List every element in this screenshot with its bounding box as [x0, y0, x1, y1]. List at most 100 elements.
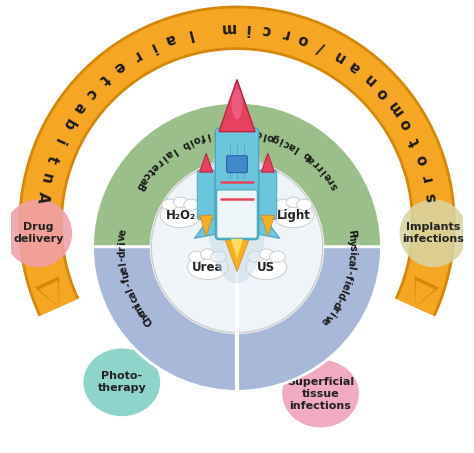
Text: a: a — [346, 259, 356, 266]
Polygon shape — [200, 153, 213, 172]
Text: i: i — [244, 20, 249, 36]
Text: a: a — [164, 148, 175, 160]
Text: e: e — [322, 170, 334, 182]
Text: a: a — [137, 175, 149, 186]
Text: m: m — [385, 97, 406, 119]
Ellipse shape — [211, 251, 227, 262]
Text: l: l — [293, 144, 301, 154]
Text: d: d — [335, 290, 347, 301]
Text: v: v — [117, 235, 128, 241]
Text: Photo-
therapy: Photo- therapy — [98, 371, 146, 393]
Text: s: s — [423, 192, 439, 202]
Text: t: t — [43, 154, 60, 165]
Ellipse shape — [259, 249, 273, 260]
Text: l: l — [345, 265, 356, 270]
Text: n: n — [330, 47, 347, 65]
Text: f: f — [199, 131, 206, 142]
Text: o: o — [265, 131, 275, 142]
Text: b: b — [180, 138, 191, 150]
Text: i: i — [147, 39, 158, 55]
Text: m: m — [215, 127, 227, 139]
Text: l: l — [262, 130, 267, 140]
Text: l: l — [185, 26, 193, 42]
Text: n: n — [37, 171, 55, 185]
Text: m: m — [133, 301, 146, 315]
Polygon shape — [415, 280, 435, 307]
Text: g: g — [271, 132, 281, 145]
Text: o: o — [296, 31, 311, 48]
Text: d: d — [330, 299, 343, 310]
Text: s: s — [347, 245, 357, 251]
Ellipse shape — [83, 348, 160, 416]
Text: c: c — [261, 22, 271, 38]
Text: i: i — [132, 299, 142, 308]
Text: d: d — [117, 250, 127, 258]
Text: r: r — [117, 246, 127, 251]
Ellipse shape — [246, 255, 287, 280]
Circle shape — [151, 161, 323, 333]
FancyBboxPatch shape — [215, 128, 259, 240]
Text: l: l — [170, 145, 178, 155]
FancyBboxPatch shape — [259, 170, 277, 219]
Text: f: f — [343, 274, 354, 280]
Text: i: i — [160, 153, 169, 163]
Text: r: r — [154, 156, 164, 167]
Ellipse shape — [4, 199, 72, 267]
Text: B: B — [243, 127, 251, 137]
Polygon shape — [35, 276, 59, 307]
Ellipse shape — [173, 197, 188, 207]
Text: b: b — [301, 149, 313, 162]
Text: Implants
infections: Implants infections — [402, 222, 465, 244]
Text: r: r — [328, 304, 339, 313]
Text: US: US — [257, 260, 275, 274]
FancyBboxPatch shape — [197, 170, 215, 219]
Text: t: t — [145, 166, 156, 176]
Ellipse shape — [297, 199, 312, 210]
Text: -: - — [344, 269, 355, 275]
Text: -: - — [123, 281, 134, 288]
Text: -: - — [334, 296, 345, 304]
Text: e: e — [319, 315, 331, 327]
Text: r: r — [326, 176, 337, 186]
Text: c: c — [82, 85, 100, 101]
Text: B: B — [133, 180, 146, 192]
Text: t: t — [407, 135, 423, 148]
Ellipse shape — [270, 251, 285, 262]
Text: h: h — [346, 234, 357, 241]
Ellipse shape — [189, 251, 204, 262]
Ellipse shape — [273, 203, 314, 227]
Text: e: e — [149, 160, 161, 172]
Text: l: l — [118, 262, 128, 267]
Text: o: o — [255, 128, 263, 139]
Text: a: a — [306, 153, 318, 165]
Text: l: l — [212, 129, 217, 139]
Polygon shape — [415, 276, 439, 307]
Polygon shape — [255, 205, 280, 238]
Text: e: e — [339, 282, 351, 291]
Text: o: o — [414, 152, 431, 166]
Text: a: a — [287, 140, 297, 152]
Polygon shape — [230, 235, 244, 259]
Text: r: r — [128, 48, 143, 64]
Polygon shape — [39, 280, 59, 307]
Ellipse shape — [160, 203, 201, 227]
Text: i: i — [326, 308, 337, 317]
Text: r: r — [280, 25, 291, 42]
Ellipse shape — [162, 199, 177, 210]
Text: i: i — [347, 251, 357, 255]
Text: i: i — [187, 136, 194, 147]
Text: i: i — [250, 128, 255, 138]
Text: o: o — [374, 84, 392, 101]
Text: u: u — [119, 270, 131, 279]
Text: i: i — [341, 279, 352, 285]
Text: e: e — [118, 265, 129, 274]
Text: C: C — [143, 315, 155, 327]
Ellipse shape — [286, 197, 301, 207]
Text: b: b — [59, 116, 77, 133]
Text: l: l — [125, 286, 135, 293]
Text: i: i — [278, 135, 285, 146]
Text: i: i — [117, 241, 127, 245]
Text: a: a — [163, 31, 178, 48]
Text: f: f — [121, 276, 132, 283]
Text: v: v — [322, 311, 334, 323]
